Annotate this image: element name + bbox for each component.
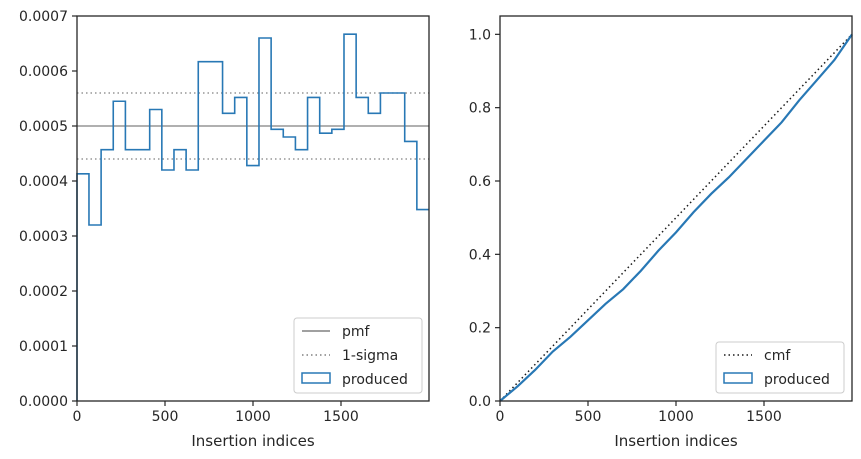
right-chart-panel: 0 500 1000 1500 0.0 0.2 0.4 0.6 0.8 1.0 Insertion…: [469, 15, 853, 450]
y-tick-label: 0.0006: [19, 64, 68, 80]
x-tick-label: 500: [575, 409, 602, 425]
x-tick-label: 1000: [235, 409, 271, 425]
right-x-axis-label: Insertion indices: [614, 432, 737, 450]
y-tick-label: 0.6: [469, 174, 491, 190]
y-tick-label: 0.0003: [19, 229, 68, 245]
y-tick-label: 0.0004: [19, 174, 68, 190]
y-tick-label: 0.4: [469, 247, 491, 263]
produced-legend-patch: [301, 372, 331, 384]
produced-legend-label: produced: [342, 372, 408, 388]
x-tick-label: 1000: [658, 409, 694, 425]
produced-cumulative-legend-label: produced: [764, 372, 830, 388]
x-tick-label: 1500: [323, 409, 359, 425]
right-axis-ticks: 0 500 1000 1500 0.0 0.2 0.4 0.6 0.8 1.0: [469, 27, 782, 425]
right-legend: cmf produced: [715, 341, 845, 394]
y-tick-label: 0.0005: [19, 119, 68, 135]
x-tick-label: 0: [496, 409, 505, 425]
y-tick-label: 0.8: [469, 101, 491, 117]
right-plot-marks: [499, 33, 853, 402]
pmf-legend-label: pmf: [342, 324, 371, 340]
left-chart-panel: 0 500 1000 1500 0.0000 0.0001 0.0002 0.0003 0.00…: [19, 9, 430, 450]
x-tick-label: 500: [152, 409, 179, 425]
left-legend: pmf 1-sigma produced: [293, 317, 423, 394]
y-tick-label: 0.0007: [19, 9, 68, 25]
cmf-line: [499, 33, 853, 402]
y-tick-label: 0.2: [469, 321, 491, 337]
sigma-legend-label: 1-sigma: [342, 348, 398, 364]
produced-cumulative-legend-patch: [723, 372, 753, 384]
left-axis-ticks: 0 500 1000 1500 0.0000 0.0001 0.0002 0.0003 0.00…: [19, 9, 359, 425]
y-tick-label: 1.0: [469, 27, 491, 43]
y-tick-label: 0.0001: [19, 339, 68, 355]
produced-cumulative-line: [499, 33, 853, 402]
y-tick-label: 0.0: [469, 394, 491, 410]
x-tick-label: 0: [73, 409, 82, 425]
y-tick-label: 0.0000: [19, 394, 68, 410]
left-legend-box: [293, 317, 423, 394]
y-tick-label: 0.0002: [19, 284, 68, 300]
produced-step-series: [76, 33, 429, 401]
x-tick-label: 1500: [746, 409, 782, 425]
cmf-legend-label: cmf: [764, 348, 791, 364]
left-plot-marks: [76, 33, 429, 401]
left-x-axis-label: Insertion indices: [191, 432, 314, 450]
